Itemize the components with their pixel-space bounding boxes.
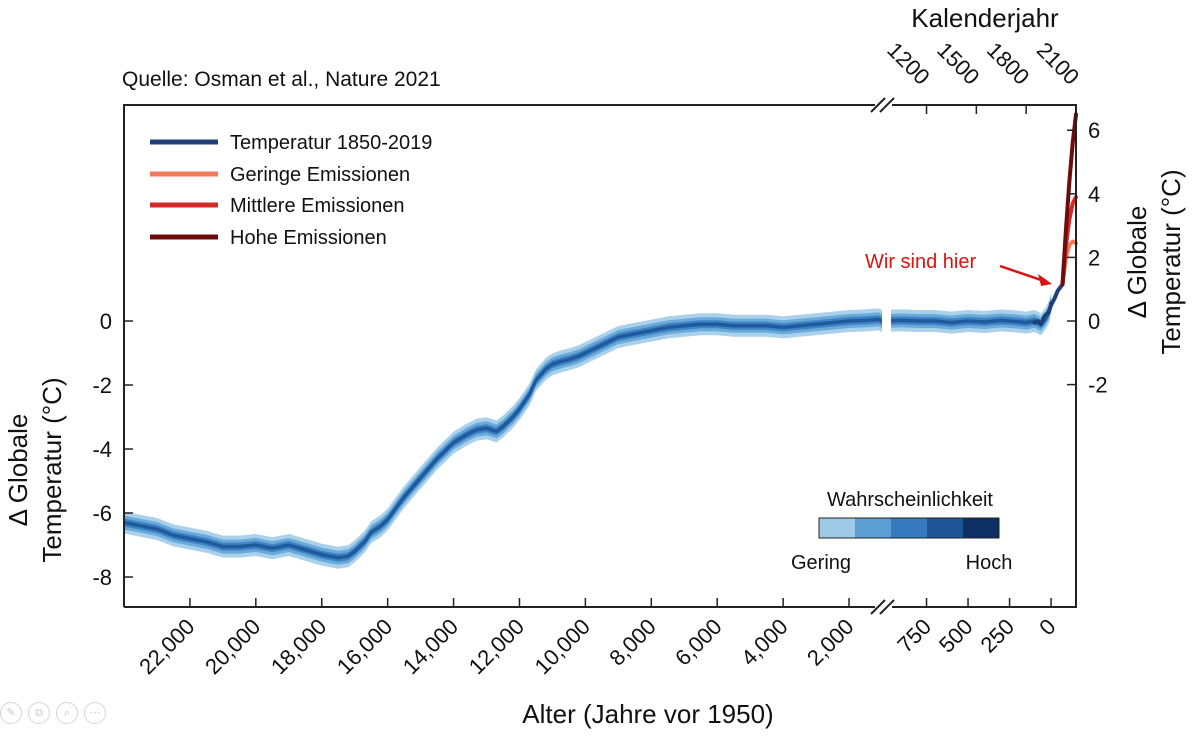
series-line-high	[1060, 112, 1078, 287]
axis-break-gap	[882, 106, 891, 606]
y-left-tick-label: -2	[92, 373, 112, 398]
x-bottom-tick-label: 22,000	[134, 614, 199, 679]
y-left-tick-label: -4	[92, 437, 112, 462]
y-axis-title-right-line1: Δ Globale	[1122, 206, 1152, 319]
y-left-tick-label: 0	[100, 309, 112, 334]
x-bottom-tick-label: 2,000	[802, 614, 859, 671]
y-axis-title-left: Δ Globale Temperatur (°C)	[3, 377, 67, 562]
x-bottom-tick-label: 4,000	[736, 614, 793, 671]
likelihood-swatch	[927, 518, 963, 538]
x-bottom-tick-label: 16,000	[332, 614, 397, 679]
likelihood-colorbar	[818, 517, 1000, 539]
pen-icon[interactable]: ✎	[0, 702, 22, 724]
x-bottom-tick-label: 20,000	[200, 614, 265, 679]
likelihood-swatch	[855, 518, 891, 538]
y-left-tick-label: -8	[92, 565, 112, 590]
x-bottom-tick-label: 14,000	[398, 614, 463, 679]
copy-icon[interactable]: ⧉	[28, 702, 50, 724]
annotation-arrowhead	[1038, 274, 1053, 287]
legend-label-mid: Mittlere Emissionen	[230, 195, 405, 217]
series-line-historic	[1032, 282, 1065, 327]
likelihood-swatch	[963, 518, 999, 538]
zoom-icon[interactable]: ⌕	[56, 702, 78, 724]
axis-break-bottom	[870, 599, 895, 615]
x-bottom-tick-label: 0	[1034, 614, 1060, 640]
likelihood-colorbar-border	[818, 517, 1000, 539]
axis-break-top	[870, 97, 895, 113]
likelihood-title: Wahrscheinlichkeit	[827, 489, 993, 511]
reconstruction-median-line	[123, 301, 1053, 560]
y-axis-title-left-line1: Δ Globale	[3, 414, 33, 527]
annotation: Wir sind hier	[865, 251, 1053, 287]
x-top-tick-label: 2100	[1032, 37, 1084, 89]
more-icon[interactable]: ⋯	[84, 702, 106, 724]
frame-left-top	[123, 104, 875, 607]
likelihood-swatch	[891, 518, 927, 538]
y-right-tick-label: 4	[1088, 182, 1100, 207]
x-bottom-tick-label: 6,000	[670, 614, 727, 671]
x-top-tick-label: 1800	[982, 37, 1034, 89]
y-axis-title-left-line2: Temperatur (°C)	[37, 377, 67, 562]
legend: Temperatur 1850-2019 Geringe Emissionen …	[150, 132, 432, 249]
bottom-x-axis: 22,000 20,000 18,000 16,000 14,000 12,000 10,0…	[134, 598, 1061, 679]
x-top-tick-label: 1500	[932, 37, 984, 89]
x-bottom-tick-label: 12,000	[464, 614, 529, 679]
annotation-text: Wir sind hier	[865, 251, 976, 273]
top-axis-title: Kalenderjahr	[911, 3, 1059, 33]
x-bottom-tick-label: 10,000	[530, 614, 595, 679]
x-top-tick-label: 1200	[882, 37, 934, 89]
likelihood-swatch	[819, 518, 855, 538]
y-right-tick-label: 2	[1088, 245, 1100, 270]
frame-right-bottom	[892, 104, 1077, 608]
uncertainty-bands	[123, 106, 1053, 606]
x-bottom-tick-label: 250	[975, 614, 1019, 658]
source-note: Quelle: Osman et al., Nature 2021	[122, 68, 441, 91]
x-bottom-tick-label: 750	[892, 614, 936, 658]
x-bottom-tick-label: 8,000	[604, 614, 661, 671]
left-y-axis: 0 -2 -4 -6 -8	[92, 309, 133, 590]
likelihood-legend: Wahrscheinlichkeit Gering Hoch	[791, 489, 1012, 574]
legend-label-low: Geringe Emissionen	[230, 164, 410, 186]
viewer-toolbar: ✎ ⧉ ⌕ ⋯	[0, 702, 106, 728]
annotation-arrow	[999, 264, 1045, 283]
y-right-tick-label: -2	[1088, 373, 1108, 398]
y-right-tick-label: 0	[1088, 309, 1100, 334]
legend-label-high: Hohe Emissionen	[230, 227, 387, 249]
likelihood-high-label: Hoch	[966, 552, 1013, 574]
likelihood-low-label: Gering	[791, 552, 851, 574]
x-bottom-tick-label: 500	[934, 614, 978, 658]
y-axis-title-right: Δ Globale Temperatur (°C)	[1122, 169, 1186, 354]
y-left-tick-label: -6	[92, 501, 112, 526]
x-bottom-tick-label: 18,000	[266, 614, 331, 679]
legend-label-historic: Temperatur 1850-2019	[230, 132, 432, 154]
x-axis-title: Alter (Jahre vor 1950)	[522, 699, 773, 729]
data-lines	[1032, 112, 1078, 327]
y-axis-title-right-line2: Temperatur (°C)	[1156, 169, 1186, 354]
y-right-tick-label: 6	[1088, 118, 1100, 143]
right-y-axis: 6 4 2 0 -2	[1067, 118, 1108, 398]
